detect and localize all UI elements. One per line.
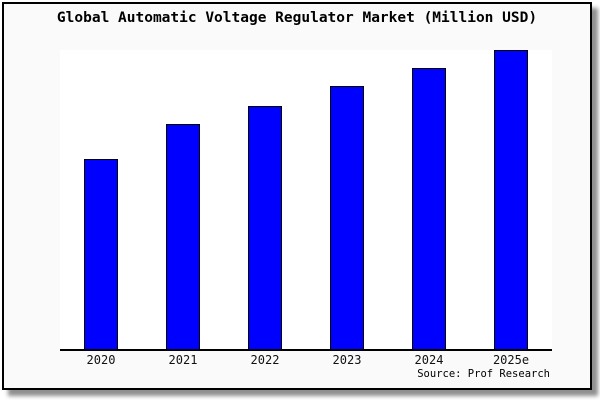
x-tick-2022: 2022 (250, 353, 280, 367)
x-axis-labels: 2020 2021 2022 2023 2024 2025e (60, 353, 552, 369)
bar-2021 (166, 124, 200, 349)
bar-2024 (412, 68, 446, 349)
plot-area (60, 50, 552, 351)
chart-title: Global Automatic Voltage Regulator Marke… (56, 10, 538, 26)
bar-2025e (494, 50, 528, 349)
bar-2022 (248, 106, 282, 349)
x-tick-2021: 2021 (168, 353, 198, 367)
x-tick-2025e: 2025e (492, 353, 530, 367)
x-tick-2024: 2024 (414, 353, 444, 367)
x-tick-2023: 2023 (332, 353, 362, 367)
chart-frame: Global Automatic Voltage Regulator Marke… (2, 2, 592, 390)
x-tick-2020: 2020 (86, 353, 116, 367)
bar-2020 (84, 159, 118, 349)
bar-2023 (330, 86, 364, 349)
source-credit: Source: Prof Research (417, 368, 550, 380)
